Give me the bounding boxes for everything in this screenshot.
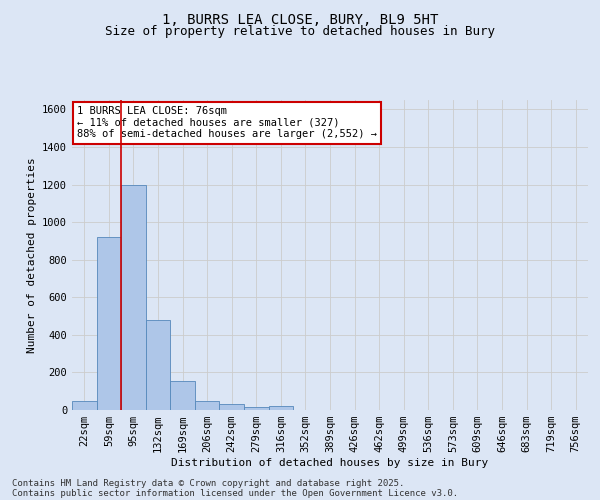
Bar bbox=[244, 407, 269, 410]
X-axis label: Distribution of detached houses by size in Bury: Distribution of detached houses by size … bbox=[172, 458, 488, 468]
Bar bbox=[220, 404, 244, 410]
Text: 1 BURRS LEA CLOSE: 76sqm
← 11% of detached houses are smaller (327)
88% of semi-: 1 BURRS LEA CLOSE: 76sqm ← 11% of detach… bbox=[77, 106, 377, 140]
Bar bbox=[72, 400, 97, 410]
Bar bbox=[121, 184, 146, 410]
Y-axis label: Number of detached properties: Number of detached properties bbox=[26, 157, 37, 353]
Bar bbox=[146, 320, 170, 410]
Text: Contains public sector information licensed under the Open Government Licence v3: Contains public sector information licen… bbox=[12, 488, 458, 498]
Bar bbox=[195, 400, 220, 410]
Text: Contains HM Land Registry data © Crown copyright and database right 2025.: Contains HM Land Registry data © Crown c… bbox=[12, 478, 404, 488]
Bar bbox=[97, 237, 121, 410]
Text: 1, BURRS LEA CLOSE, BURY, BL9 5HT: 1, BURRS LEA CLOSE, BURY, BL9 5HT bbox=[162, 12, 438, 26]
Text: Size of property relative to detached houses in Bury: Size of property relative to detached ho… bbox=[105, 25, 495, 38]
Bar bbox=[269, 406, 293, 410]
Bar bbox=[170, 381, 195, 410]
